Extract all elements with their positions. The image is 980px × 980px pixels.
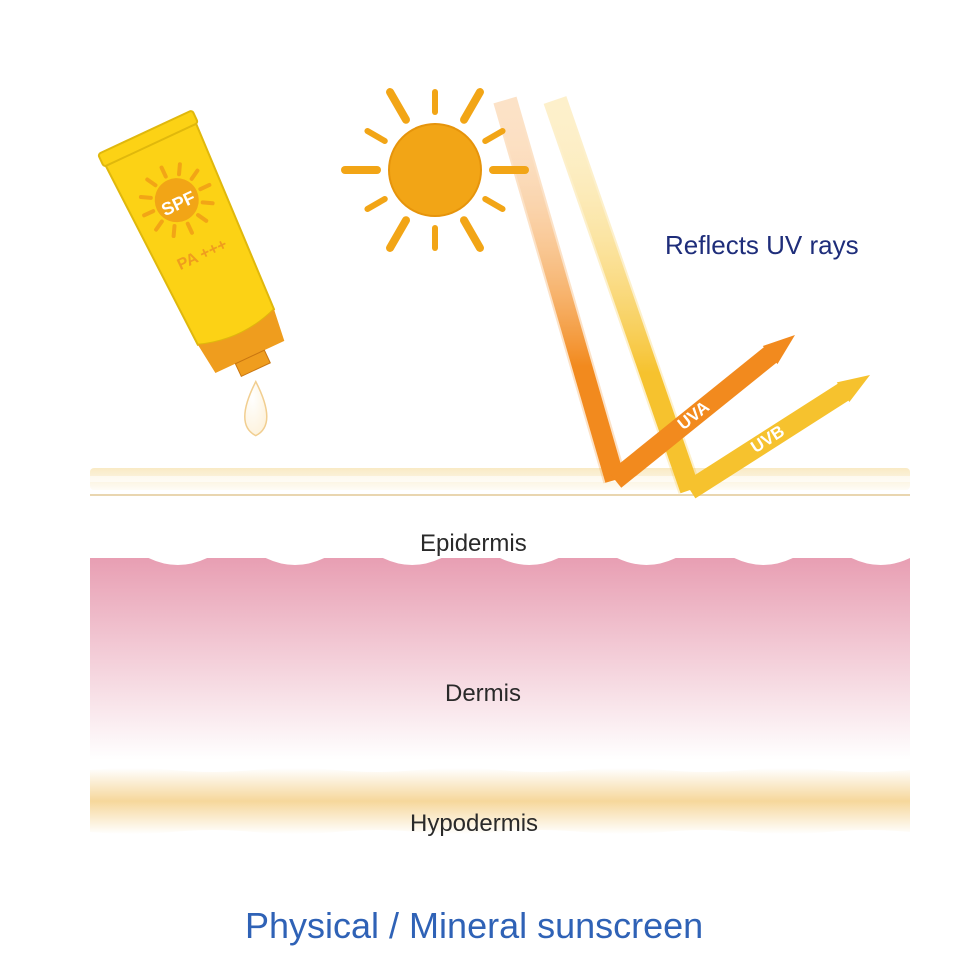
uv-rays: UVBUVA bbox=[505, 100, 870, 490]
main-title: Physical / Mineral sunscreen bbox=[245, 905, 703, 947]
sunscreen-tube: SPFPA +++ bbox=[98, 110, 303, 435]
skin-layers bbox=[90, 468, 910, 834]
infographic-canvas: UVBUVA SPFPA +++ Reflects UV rays Epider… bbox=[0, 0, 980, 980]
epidermis-label: Epidermis bbox=[420, 530, 527, 558]
dermis-label: Dermis bbox=[445, 680, 521, 708]
sunscreen-drop bbox=[245, 382, 267, 436]
hypodermis-label: Hypodermis bbox=[410, 810, 538, 838]
dermis-layer bbox=[90, 551, 910, 760]
reflects-label: Reflects UV rays bbox=[665, 230, 859, 261]
